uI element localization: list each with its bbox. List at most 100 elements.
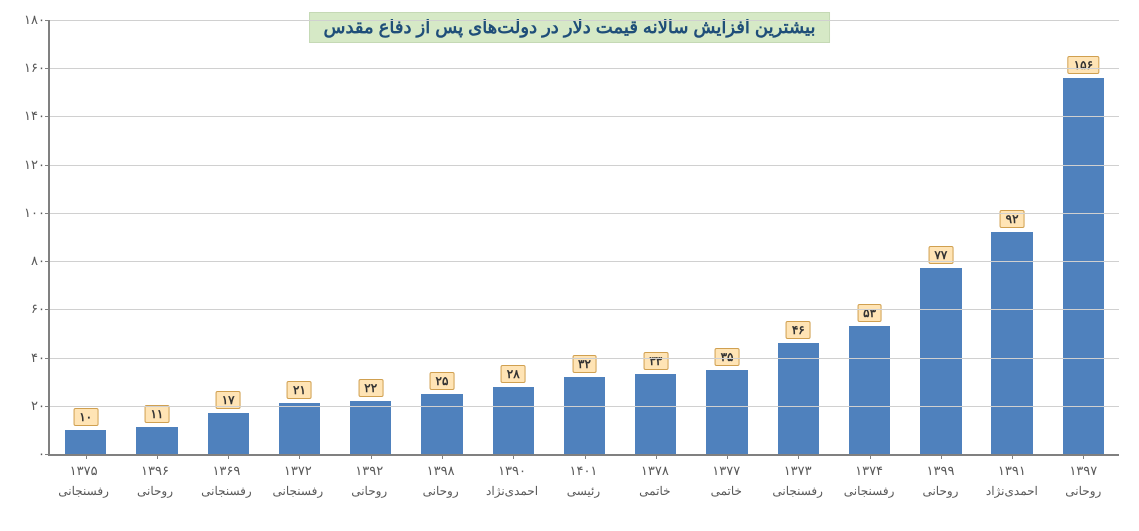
x-tick-mark (727, 454, 728, 459)
x-government: روحانی (905, 482, 976, 501)
x-government: روحانی (405, 482, 476, 501)
bar-value-label: ۲۵ (430, 372, 455, 390)
x-year: ۱۳۷۲ (262, 461, 333, 482)
bar: ۲۲ (350, 401, 391, 454)
bar-value-label: ۳۳ (643, 352, 668, 370)
x-year: ۱۳۹۸ (405, 461, 476, 482)
bar-slot: ۳۳ (620, 20, 691, 454)
bar: ۳۳ (635, 374, 676, 454)
y-tick-label: ۲۰ (10, 398, 45, 414)
x-government: رفسنجانی (762, 482, 833, 501)
gridline (50, 165, 1119, 166)
x-tick-mark (371, 454, 372, 459)
bar-slot: ۴۶ (763, 20, 834, 454)
y-tick-mark (45, 116, 50, 117)
bar: ۲۱ (279, 403, 320, 454)
y-tick-mark (45, 358, 50, 359)
y-tick-label: ۱۰۰ (10, 205, 45, 221)
x-tick-label: ۱۴۰۱رئیسی (548, 461, 619, 521)
x-government: رفسنجانی (48, 482, 119, 501)
y-tick-mark (45, 68, 50, 69)
x-government: رئیسی (548, 482, 619, 501)
gridline (50, 261, 1119, 262)
x-government: احمدی‌نژاد (476, 482, 547, 501)
x-tick-mark (798, 454, 799, 459)
bar-slot: ۱۰ (50, 20, 121, 454)
y-tick-mark (45, 454, 50, 455)
x-tick-mark (1083, 454, 1084, 459)
x-axis: ۱۳۹۷روحانی۱۳۹۱احمدی‌نژاد۱۳۹۹روحانی۱۳۷۴رف… (48, 461, 1119, 521)
y-tick-label: ۱۲۰ (10, 157, 45, 173)
bar-value-label: ۵۳ (857, 304, 882, 322)
bar: ۵۳ (849, 326, 890, 454)
x-tick-label: ۱۳۷۵رفسنجانی (48, 461, 119, 521)
x-year: ۱۳۹۷ (1048, 461, 1119, 482)
y-tick-mark (45, 20, 50, 21)
bar-value-label: ۴۶ (786, 321, 811, 339)
y-tick-mark (45, 213, 50, 214)
x-tick-mark (442, 454, 443, 459)
bar-value-label: ۱۰ (73, 408, 98, 426)
y-tick-mark (45, 406, 50, 407)
y-tick-mark (45, 165, 50, 166)
y-tick-label: ۱۶۰ (10, 60, 45, 76)
bar: ۲۵ (421, 394, 462, 454)
x-tick-mark (513, 454, 514, 459)
x-tick-mark (585, 454, 586, 459)
bar: ۷۷ (920, 268, 961, 454)
bar-slot: ۵۳ (834, 20, 905, 454)
x-tick-label: ۱۳۶۹رفسنجانی (191, 461, 262, 521)
x-government: روحانی (1048, 482, 1119, 501)
x-tick-mark (941, 454, 942, 459)
x-tick-label: ۱۳۹۹روحانی (905, 461, 976, 521)
x-tick-mark (870, 454, 871, 459)
y-tick-label: ۸۰ (10, 253, 45, 269)
bar-value-label: ۲۸ (501, 365, 526, 383)
gridline (50, 213, 1119, 214)
bar-value-label: ۱۵۶ (1068, 56, 1099, 74)
x-government: خاتمی (619, 482, 690, 501)
bar-slot: ۲۲ (335, 20, 406, 454)
plot-area: ۱۵۶۹۲۷۷۵۳۴۶۳۵۳۳۳۲۲۸۲۵۲۲۲۱۱۷۱۱۱۰ ۰۲۰۴۰۶۰۸… (48, 20, 1119, 456)
x-year: ۱۳۹۹ (905, 461, 976, 482)
bar-slot: ۲۵ (406, 20, 477, 454)
bar-slot: ۲۸ (478, 20, 549, 454)
x-year: ۱۳۷۵ (48, 461, 119, 482)
y-tick-label: ۶۰ (10, 301, 45, 317)
y-tick-mark (45, 309, 50, 310)
bar-slot: ۲۱ (264, 20, 335, 454)
x-year: ۱۳۹۲ (334, 461, 405, 482)
bar-slot: ۷۷ (905, 20, 976, 454)
bar-slot: ۳۵ (691, 20, 762, 454)
x-tick-mark (656, 454, 657, 459)
x-year: ۱۳۹۰ (476, 461, 547, 482)
x-tick-label: ۱۳۹۸روحانی (405, 461, 476, 521)
x-year: ۱۳۷۸ (619, 461, 690, 482)
bar-value-label: ۱۱ (144, 405, 169, 423)
x-year: ۱۳۹۶ (119, 461, 190, 482)
bar: ۹۲ (991, 232, 1032, 454)
y-tick-label: ۴۰ (10, 350, 45, 366)
bar: ۲۸ (493, 387, 534, 455)
x-tick-label: ۱۳۹۲روحانی (334, 461, 405, 521)
bar-slot: ۱۷ (193, 20, 264, 454)
gridline (50, 68, 1119, 69)
x-tick-label: ۱۳۹۷روحانی (1048, 461, 1119, 521)
bar: ۱۱ (136, 427, 177, 454)
x-tick-mark (1012, 454, 1013, 459)
x-tick-label: ۱۳۹۱احمدی‌نژاد (976, 461, 1047, 521)
bars-group: ۱۵۶۹۲۷۷۵۳۴۶۳۵۳۳۳۲۲۸۲۵۲۲۲۱۱۷۱۱۱۰ (50, 20, 1119, 454)
gridline (50, 406, 1119, 407)
bar-slot: ۹۲ (976, 20, 1047, 454)
x-government: خاتمی (691, 482, 762, 501)
x-government: روحانی (119, 482, 190, 501)
x-tick-label: ۱۳۷۲رفسنجانی (262, 461, 333, 521)
y-tick-mark (45, 261, 50, 262)
bar: ۳۲ (564, 377, 605, 454)
x-government: رفسنجانی (833, 482, 904, 501)
gridline (50, 309, 1119, 310)
x-government: رفسنجانی (191, 482, 262, 501)
x-tick-label: ۱۳۷۳رفسنجانی (762, 461, 833, 521)
x-tick-mark (157, 454, 158, 459)
bar-slot: ۱۵۶ (1048, 20, 1119, 454)
